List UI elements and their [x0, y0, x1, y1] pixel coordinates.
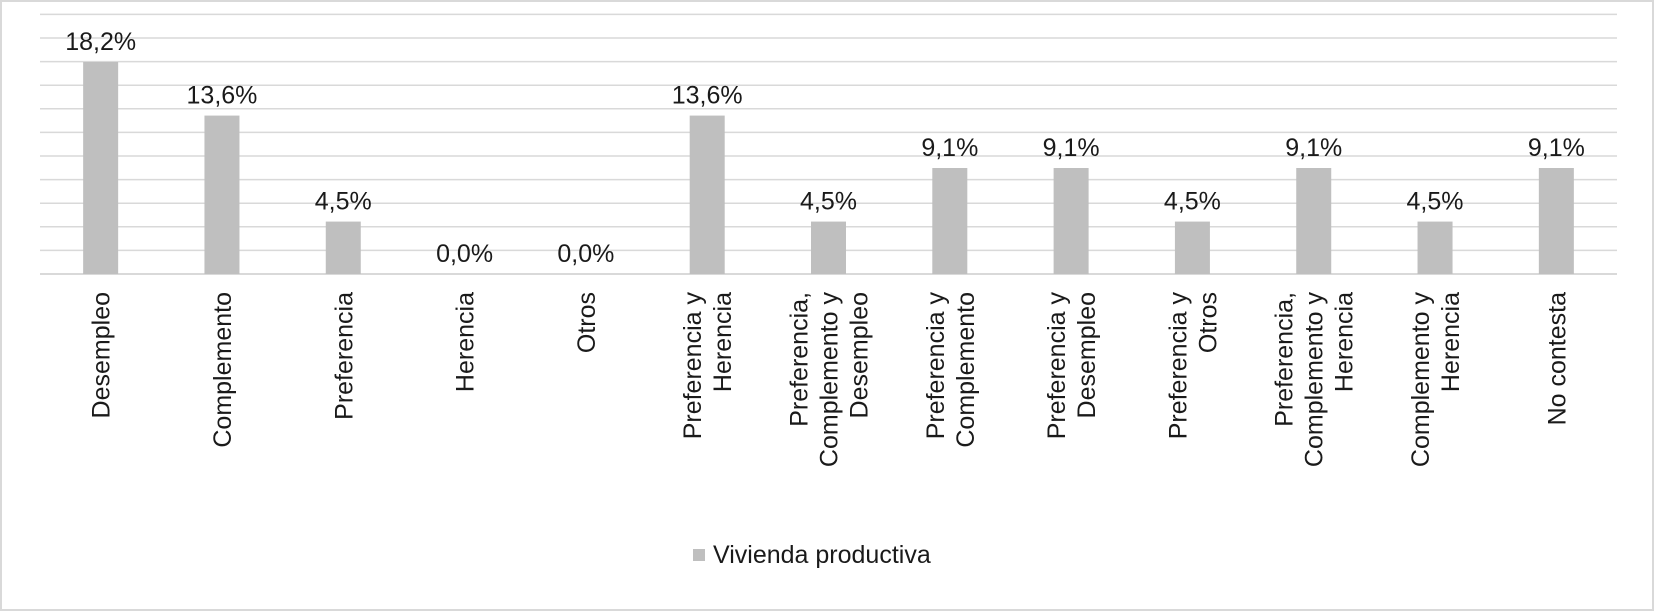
data-label: 4,5%: [1407, 188, 1464, 216]
data-label: 9,1%: [921, 134, 978, 162]
category-label: Preferencia y Desempleo: [1043, 292, 1101, 440]
category-label: Desempleo: [88, 292, 116, 418]
category-label-line: Herencia: [709, 292, 737, 392]
category-label-line: Preferencia y: [679, 292, 707, 440]
bar: [1417, 221, 1453, 274]
bar: [932, 168, 968, 274]
category-label-line: Herencia: [1331, 292, 1359, 392]
category-label: Preferencia, Complemento y Desempleo: [786, 292, 874, 468]
category-label: Otros: [573, 292, 601, 353]
category-label-line: Preferencia y: [922, 292, 950, 440]
category-label-line: Preferencia y: [1164, 292, 1192, 440]
category-label-line: Desempleo: [846, 292, 874, 418]
bar: [1296, 168, 1332, 274]
category-label-line: Desempleo: [1073, 292, 1101, 418]
category-label-line: Preferencia,: [786, 292, 814, 427]
data-label: 13,6%: [672, 82, 743, 110]
category-label-line: Preferencia: [330, 292, 358, 420]
category-label: Complemento y Herencia: [1407, 292, 1465, 468]
data-labels: 18,2% 13,6% 4,5% 0,0% 0,0% 13,6% 4,5% 9,1% 9,1% 4…: [65, 28, 1585, 268]
category-label-line: Otros: [1194, 292, 1222, 353]
category-label-line: Complemento y: [816, 292, 844, 468]
bar: [204, 115, 240, 274]
category-label: Preferencia y Complemento: [922, 292, 980, 448]
data-label: 9,1%: [1528, 134, 1585, 162]
data-label: 4,5%: [1164, 188, 1221, 216]
category-label: Herencia: [452, 292, 480, 392]
data-label: 4,5%: [315, 188, 372, 216]
category-label-line: Complemento: [952, 292, 980, 448]
data-label: 4,5%: [800, 188, 857, 216]
bar: [1053, 168, 1089, 274]
bar: [1538, 168, 1574, 274]
category-label-line: Otros: [573, 292, 601, 353]
category-label-line: Preferencia y: [1043, 292, 1071, 440]
bar: [689, 115, 725, 274]
category-labels: Desempleo Complemento Preferencia Herencia O…: [88, 292, 1572, 468]
category-label-line: No contesta: [1543, 292, 1571, 426]
category-label-line: Desempleo: [88, 292, 116, 418]
category-label-line: Complemento y: [1301, 292, 1329, 468]
bar: [83, 62, 119, 274]
category-label: Preferencia y Otros: [1164, 292, 1222, 440]
category-label-line: Complemento y: [1407, 292, 1435, 468]
category-label-line: Herencia: [1437, 292, 1465, 392]
category-label-line: Preferencia,: [1271, 292, 1299, 427]
bars: [83, 62, 1574, 274]
category-label-line: Complemento: [209, 292, 237, 448]
bar: [1174, 221, 1210, 274]
bar: [325, 221, 361, 274]
category-label: Preferencia y Herencia: [679, 292, 737, 440]
data-label: 9,1%: [1043, 134, 1100, 162]
category-label: Preferencia, Complemento y Herencia: [1271, 292, 1359, 468]
legend-swatch: [693, 549, 705, 561]
legend: Vivienda productiva: [693, 541, 931, 569]
category-label: Preferencia: [330, 292, 358, 420]
data-label: 13,6%: [187, 82, 258, 110]
category-label: Complemento: [209, 292, 237, 448]
gridlines: [40, 13, 1617, 275]
category-label-line: Herencia: [452, 292, 480, 392]
data-label: 18,2%: [65, 28, 136, 56]
category-label: No contesta: [1543, 292, 1571, 426]
bar: [811, 221, 846, 274]
data-label: 0,0%: [436, 240, 493, 268]
data-label: 0,0%: [557, 240, 614, 268]
data-label: 9,1%: [1285, 134, 1342, 162]
legend-label: Vivienda productiva: [713, 541, 931, 569]
